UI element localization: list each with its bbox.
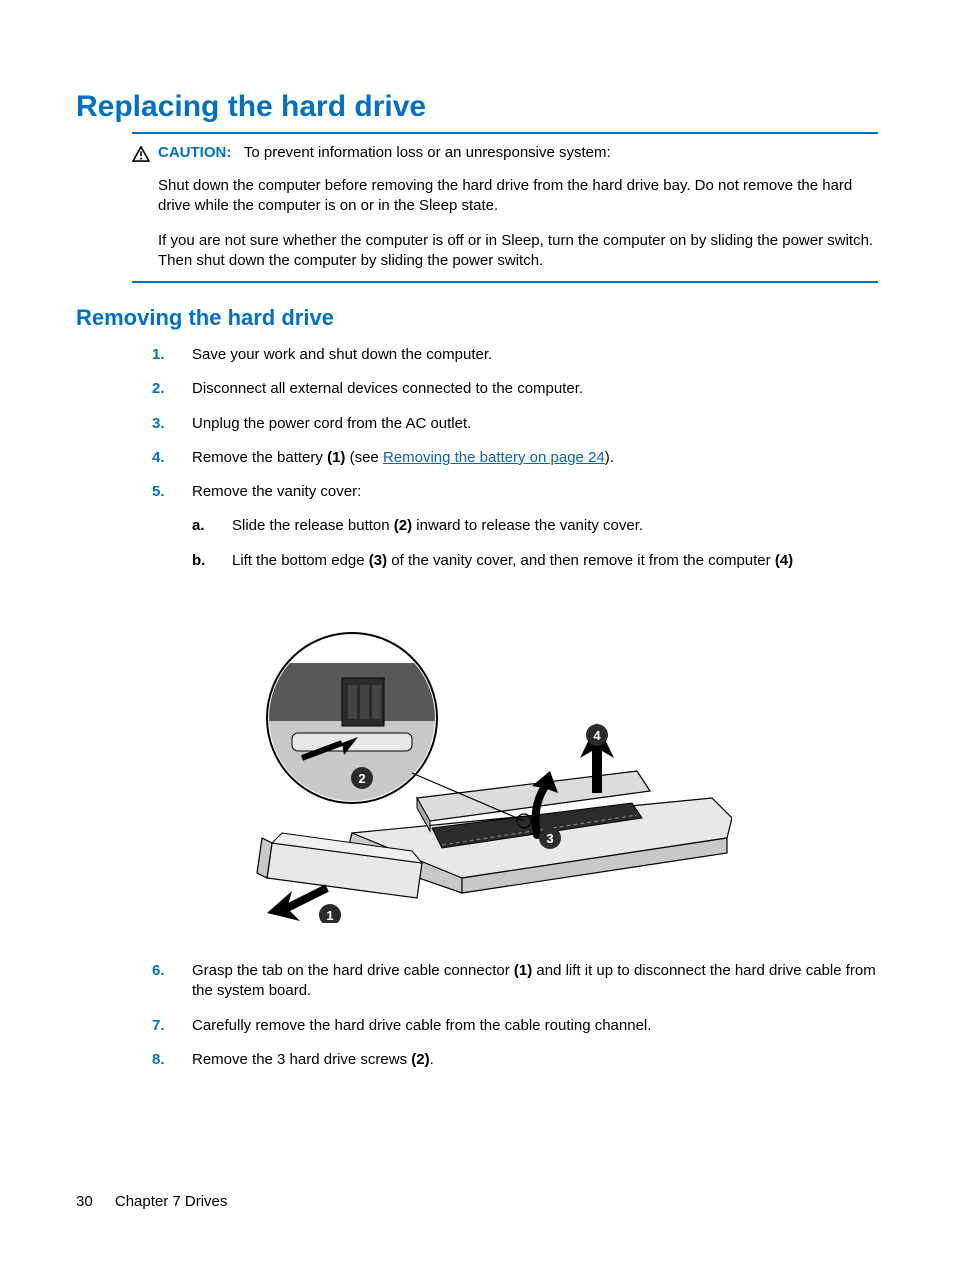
substep-num: b. <box>192 551 212 571</box>
step-text: Remove the 3 hard drive screws (2). <box>192 1050 434 1070</box>
step-5: 5. Remove the vanity cover: a. Slide the… <box>152 482 878 947</box>
step-num: 1. <box>152 345 172 365</box>
step-num: 5. <box>152 482 172 947</box>
step-num: 2. <box>152 379 172 399</box>
cross-ref-link[interactable]: Removing the battery on page 24 <box>383 449 605 466</box>
substep-text: Lift the bottom edge (3) of the vanity c… <box>232 551 793 571</box>
step-text: Disconnect all external devices connecte… <box>192 379 583 399</box>
caution-lead <box>236 144 244 161</box>
step-3: 3. Unplug the power cord from the AC out… <box>152 414 878 434</box>
substep-num: a. <box>192 516 212 536</box>
callout-2: 2 <box>358 771 365 786</box>
caution-para-2: If you are not sure whether the computer… <box>158 231 878 272</box>
step-text: Carefully remove the hard drive cable fr… <box>192 1016 651 1036</box>
step-text: Remove the battery (1) (see Removing the… <box>192 448 614 468</box>
caution-para-1: Shut down the computer before removing t… <box>158 176 878 217</box>
step-4: 4. Remove the battery (1) (see Removing … <box>152 448 878 468</box>
callout-ref: (4) <box>775 552 793 569</box>
step-7: 7. Carefully remove the hard drive cable… <box>152 1016 878 1036</box>
text: Remove the 3 hard drive screws <box>192 1051 411 1068</box>
step-2: 2. Disconnect all external devices conne… <box>152 379 878 399</box>
step-text: Grasp the tab on the hard drive cable co… <box>192 961 878 1002</box>
callout-1: 1 <box>326 908 333 923</box>
text: Slide the release button <box>232 517 394 534</box>
callout-3: 3 <box>546 831 553 846</box>
callout-ref: (2) <box>394 517 412 534</box>
step-num: 6. <box>152 961 172 1002</box>
caution-label: CAUTION: <box>158 144 231 161</box>
caution-box: CAUTION: To prevent information loss or … <box>132 132 878 283</box>
step-6: 6. Grasp the tab on the hard drive cable… <box>152 961 878 1002</box>
text: Lift the bottom edge <box>232 552 369 569</box>
step-text: Save your work and shut down the compute… <box>192 345 492 365</box>
step-8: 8. Remove the 3 hard drive screws (2). <box>152 1050 878 1070</box>
text: (see <box>345 449 383 466</box>
text: ). <box>605 449 614 466</box>
step-num: 7. <box>152 1016 172 1036</box>
text: . <box>430 1051 434 1068</box>
text: Remove the battery <box>192 449 327 466</box>
substep-b: b. Lift the bottom edge (3) of the vanit… <box>192 551 878 571</box>
callout-ref: (1) <box>327 449 345 466</box>
callout-ref: (1) <box>514 962 532 979</box>
page-number: 30 <box>76 1193 93 1210</box>
arrow-1 <box>267 888 327 921</box>
text: of the vanity cover, and then remove it … <box>387 552 775 569</box>
step-text: Remove the vanity cover: <box>192 483 361 500</box>
page-footer: 30 Chapter 7 Drives <box>76 1193 227 1210</box>
callout-ref: (3) <box>369 552 387 569</box>
substeps-list: a. Slide the release button (2) inward t… <box>192 516 878 571</box>
substep-text: Slide the release button (2) inward to r… <box>232 516 643 536</box>
text: Grasp the tab on the hard drive cable co… <box>192 962 514 979</box>
step-num: 8. <box>152 1050 172 1070</box>
step-num: 3. <box>152 414 172 434</box>
step-body: Remove the vanity cover: a. Slide the re… <box>192 482 878 947</box>
callout-4: 4 <box>593 728 601 743</box>
callout-ref: (2) <box>411 1051 429 1068</box>
caution-lead-text: To prevent information loss or an unresp… <box>244 144 611 161</box>
vanity-cover-figure: 1 2 3 4 <box>232 603 732 923</box>
steps-list: 1. Save your work and shut down the comp… <box>152 345 878 1070</box>
substep-a: a. Slide the release button (2) inward t… <box>192 516 878 536</box>
text: inward to release the vanity cover. <box>412 517 643 534</box>
chapter-label: Chapter 7 Drives <box>115 1193 228 1210</box>
step-num: 4. <box>152 448 172 468</box>
caution-icon <box>132 146 150 162</box>
page-title: Replacing the hard drive <box>76 90 878 124</box>
section-heading: Removing the hard drive <box>76 305 878 331</box>
step-1: 1. Save your work and shut down the comp… <box>152 345 878 365</box>
step-text: Unplug the power cord from the AC outlet… <box>192 414 471 434</box>
